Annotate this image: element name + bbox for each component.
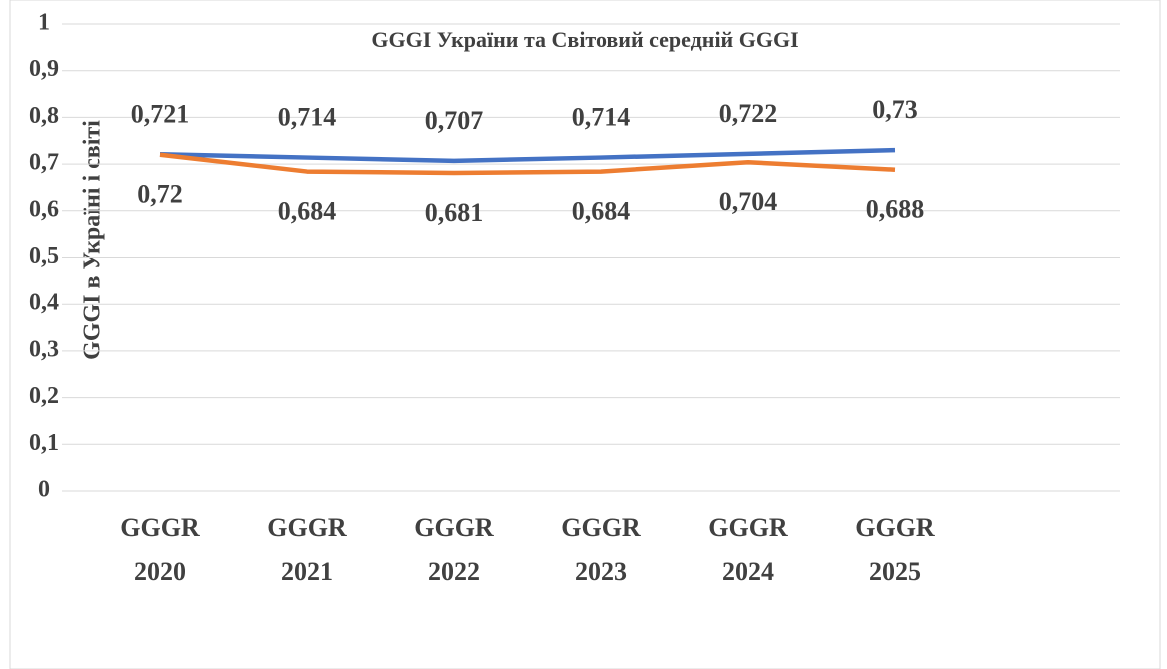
series-line (159, 147, 896, 164)
data-label: 0,721 (131, 99, 190, 128)
y-tick-label: 0,2 (29, 383, 59, 409)
data-label: 0,72 (137, 180, 183, 209)
x-tick-label: GGGR 2023 (561, 513, 641, 586)
x-tick-label: GGGR 2021 (267, 513, 347, 586)
chart-title: GGGI України та Світовий середній GGGI (371, 27, 798, 52)
y-tick-label: 0,8 (29, 103, 59, 129)
y-tick-label: 0,9 (29, 56, 59, 82)
x-tick-label: GGGR 2024 (708, 513, 788, 586)
data-label: 0,722 (719, 99, 778, 128)
data-label: 0,714 (572, 103, 631, 132)
y-tick-label: 0,6 (29, 196, 59, 222)
y-tick-label: 0,3 (29, 336, 59, 362)
y-axis-label: GGGI в Україні і світі (80, 120, 106, 360)
data-label: 0,704 (719, 187, 778, 216)
x-tick-label: GGGR 2020 (120, 513, 200, 586)
x-tick-label: GGGR 2022 (414, 513, 494, 586)
y-tick-label: 0,7 (29, 150, 59, 176)
data-label: 0,681 (425, 198, 484, 227)
series-line (159, 152, 896, 176)
y-tick-label: 0,1 (29, 430, 59, 456)
x-tick-label: GGGR 2025 (855, 513, 935, 586)
data-label: 0,707 (425, 106, 484, 135)
y-tick-label: 1 (38, 10, 50, 36)
y-tick-label: 0,4 (29, 290, 59, 316)
data-label: 0,684 (278, 197, 337, 226)
y-tick-label: 0 (38, 477, 50, 503)
chart-frame (9, 0, 1161, 669)
data-label: 0,714 (278, 103, 337, 132)
data-label: 0,73 (872, 95, 918, 124)
data-label: 0,688 (866, 195, 925, 224)
data-label: 0,684 (572, 197, 631, 226)
y-tick-label: 0,5 (29, 243, 59, 269)
